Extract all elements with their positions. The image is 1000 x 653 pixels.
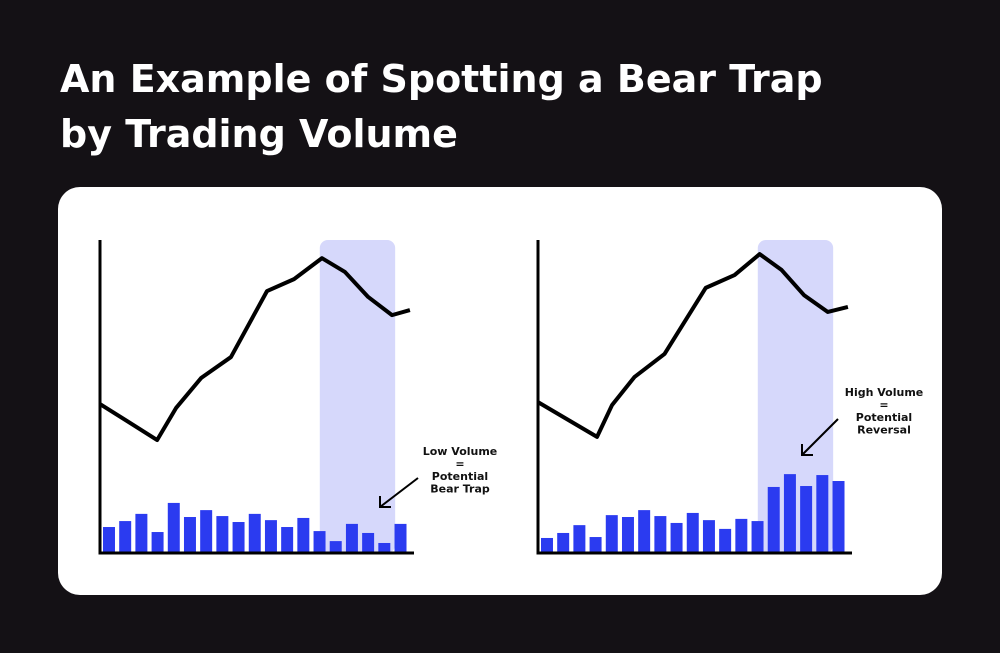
- volume-bar: [216, 516, 229, 553]
- volume-bar: [264, 520, 277, 553]
- volume-bar: [135, 513, 148, 553]
- volume-bar: [281, 527, 294, 553]
- arrow-head: [801, 444, 813, 456]
- volume-bar: [589, 537, 602, 553]
- volume-bar: [345, 523, 358, 553]
- volume-bar: [638, 510, 651, 553]
- volume-bar: [297, 517, 310, 553]
- annotation-text: Low Volume: [423, 445, 498, 458]
- card: [58, 187, 942, 595]
- title-line: An Example of Spotting a Bear Trap: [60, 57, 823, 101]
- volume-bar: [232, 522, 245, 553]
- volume-bar: [783, 474, 796, 553]
- annotation-text: =: [879, 399, 888, 412]
- volume-bar: [816, 475, 829, 553]
- volume-bar: [573, 525, 586, 553]
- annotation-text: =: [455, 458, 464, 471]
- volume-bar: [605, 515, 618, 553]
- volume-bar: [735, 518, 748, 553]
- annotation-text: Reversal: [857, 424, 911, 437]
- annotation-text: Potential: [856, 411, 912, 424]
- volume-bar: [378, 542, 391, 553]
- volume-bar: [362, 532, 375, 553]
- highlight-region: [757, 240, 834, 553]
- volume-bar: [329, 541, 342, 553]
- volume-bar: [313, 531, 326, 553]
- annotation-text: Bear Trap: [430, 483, 490, 496]
- title-line: by Trading Volume: [60, 112, 458, 156]
- volume-bar: [654, 516, 667, 553]
- volume-bar: [167, 502, 180, 553]
- price-line: [536, 252, 849, 439]
- volume-bar: [151, 532, 164, 553]
- volume-bar: [119, 521, 132, 553]
- volume-bar: [751, 521, 764, 553]
- annotation-text: Potential: [432, 470, 488, 483]
- arrow-shaft: [379, 477, 419, 508]
- volume-bar: [541, 537, 553, 553]
- volume-bar: [767, 486, 780, 553]
- volume-bar: [621, 517, 634, 553]
- volume-bar: [248, 513, 261, 553]
- volume-bar: [800, 486, 813, 553]
- volume-bar: [394, 523, 407, 553]
- volume-bar: [557, 532, 570, 553]
- arrow-shaft: [801, 418, 839, 456]
- price-line: [98, 256, 411, 443]
- volume-bar: [832, 481, 845, 553]
- volume-bar: [103, 527, 115, 553]
- volume-bar: [719, 528, 732, 553]
- volume-bar: [686, 512, 699, 553]
- arrow-head: [379, 496, 391, 508]
- volume-bar: [200, 510, 213, 553]
- volume-bar: [702, 520, 715, 553]
- volume-bar: [183, 517, 196, 553]
- annotation-text: High Volume: [845, 386, 924, 399]
- highlight-region: [319, 240, 396, 553]
- volume-bar: [670, 522, 683, 553]
